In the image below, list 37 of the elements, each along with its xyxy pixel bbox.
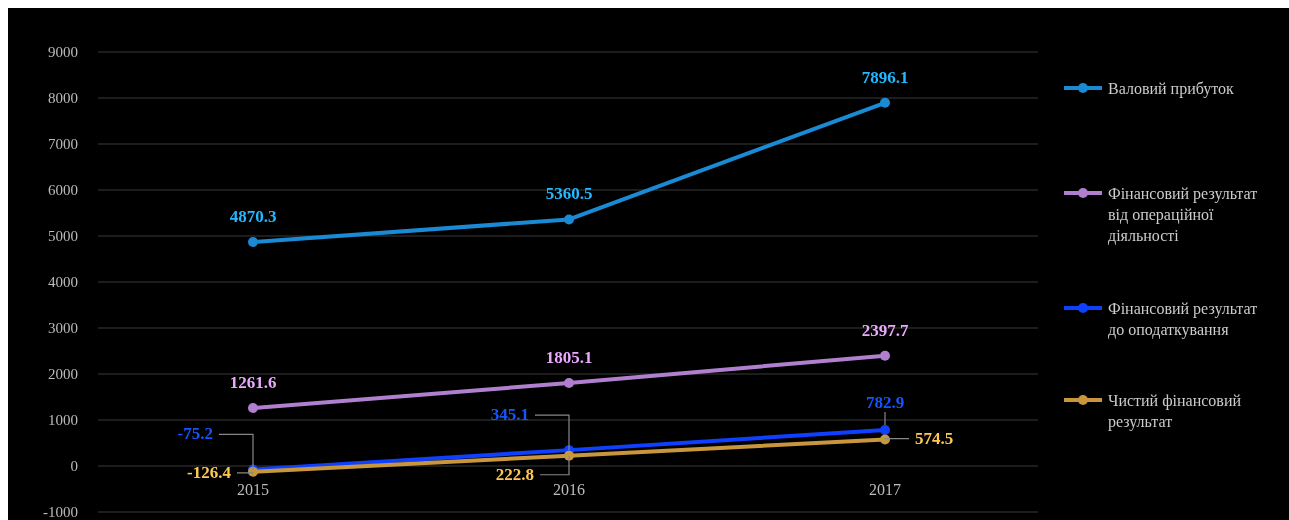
y-tick-label: 6000 bbox=[48, 182, 78, 198]
data-label: 222.8 bbox=[495, 464, 534, 484]
data-label: -75.2 bbox=[177, 424, 213, 444]
legend-label: Фінансовий результат від операційної діяльності bbox=[1108, 185, 1258, 245]
data-label: 1261.6 bbox=[229, 372, 277, 392]
legend-label: Чистий фінансовий результат bbox=[1108, 392, 1242, 431]
x-tick-label: 2016 bbox=[553, 481, 585, 498]
point bbox=[564, 377, 574, 388]
y-tick-label: 3000 bbox=[48, 320, 78, 336]
data-label: 574.5 bbox=[915, 428, 954, 448]
point bbox=[880, 97, 890, 108]
y-tick-label: 7000 bbox=[48, 136, 78, 152]
y-tick-label: 8000 bbox=[48, 90, 78, 106]
point bbox=[880, 424, 890, 435]
point bbox=[564, 214, 574, 225]
data-label: 2397.7 bbox=[861, 320, 909, 340]
y-tick-label: -1000 bbox=[43, 504, 78, 520]
data-label: 1805.1 bbox=[545, 347, 593, 367]
y-tick-label: 4000 bbox=[48, 274, 78, 290]
point bbox=[880, 350, 890, 361]
legend-label: Фінансовий результат до оподаткування bbox=[1108, 300, 1258, 339]
y-tick-label: 5000 bbox=[48, 228, 78, 244]
y-tick-label: 0 bbox=[70, 458, 78, 474]
data-label: 5360.5 bbox=[545, 184, 593, 204]
data-label: -126.4 bbox=[187, 462, 232, 482]
x-tick-label: 2015 bbox=[237, 481, 269, 498]
x-tick-label: 2017 bbox=[869, 481, 901, 498]
legend-label: Валовий прибуток bbox=[1108, 80, 1235, 98]
y-tick-label: 1000 bbox=[48, 412, 78, 428]
point bbox=[248, 236, 258, 247]
data-label: 4870.3 bbox=[229, 206, 277, 226]
data-label: 782.9 bbox=[865, 392, 905, 412]
y-tick-label: 2000 bbox=[48, 366, 78, 382]
data-label: 7896.1 bbox=[861, 67, 909, 87]
y-tick-label: 9000 bbox=[48, 44, 78, 60]
data-label: 345.1 bbox=[490, 405, 529, 425]
point bbox=[248, 402, 258, 413]
